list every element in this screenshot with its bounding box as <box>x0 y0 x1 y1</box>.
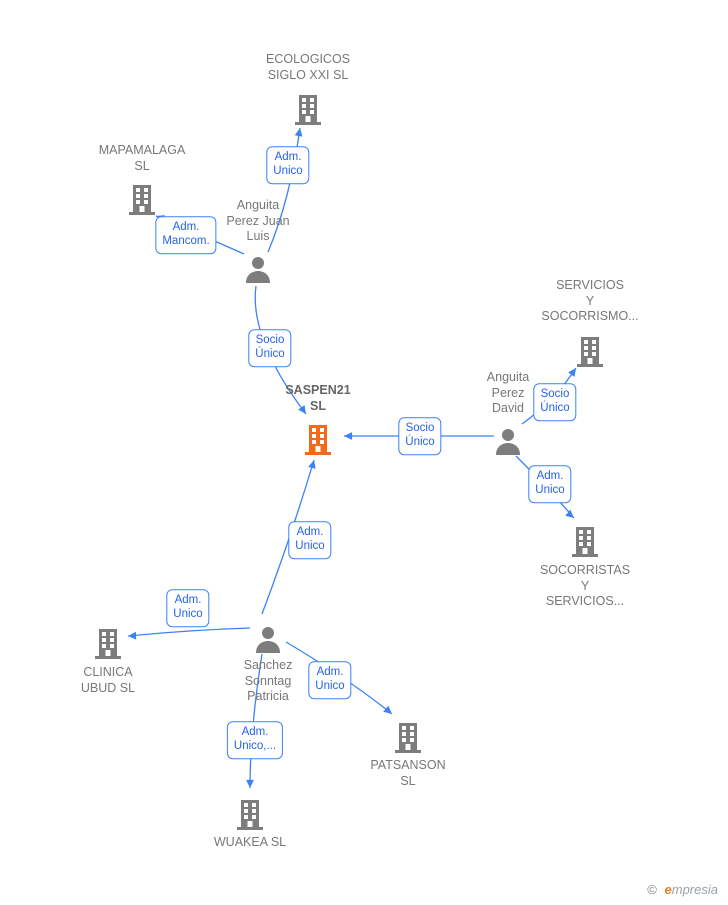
node-label-wuakea: WUAKEA SL <box>214 835 286 851</box>
node-saspen21-icon-wrap[interactable] <box>301 418 335 456</box>
watermark: © empresia <box>647 882 718 897</box>
node-label-servicios: SERVICIOS Y SOCORRISMO... <box>541 278 638 325</box>
edge-arrow-3 <box>344 432 352 440</box>
building-icon <box>291 92 325 126</box>
node-sanchez_p-icon-wrap[interactable] <box>253 620 283 654</box>
diagram-canvas: © empresia SASPEN21 SL ECOLOGICOS SIGLO … <box>0 0 728 905</box>
node-patsanson-icon-wrap[interactable] <box>391 716 425 754</box>
edge-label-sanchez_p-to-saspen21: Adm. Unico <box>288 521 331 559</box>
building-icon <box>125 182 159 216</box>
person-icon <box>243 254 273 284</box>
edge-arrow-9 <box>246 780 254 788</box>
building-icon <box>573 334 607 368</box>
node-anguita_d-label-wrap: Anguita Perez David <box>487 370 529 417</box>
node-label-anguita_jl: Anguita Perez Juan Luis <box>226 198 289 245</box>
node-mapamalaga-label-wrap: MAPAMALAGA SL <box>99 143 186 174</box>
edge-label-sanchez_p-to-wuakea: Adm. Unico,... <box>227 721 283 759</box>
node-servicios-icon-wrap[interactable] <box>573 330 607 368</box>
node-label-socorristas: SOCORRISTAS Y SERVICIOS... <box>540 563 630 610</box>
node-clinica-icon-wrap[interactable] <box>91 622 125 660</box>
edge-label-sanchez_p-to-clinica: Adm. Unico <box>166 589 209 627</box>
node-socorristas-label-wrap: SOCORRISTAS Y SERVICIOS... <box>540 563 630 610</box>
node-label-mapamalaga: MAPAMALAGA SL <box>99 143 186 174</box>
node-label-patsanson: PATSANSON SL <box>370 758 445 789</box>
node-anguita_d-icon-wrap[interactable] <box>493 422 523 456</box>
node-socorristas-icon-wrap[interactable] <box>568 520 602 558</box>
edge-label-anguita_d-to-servicios: Socio Único <box>533 383 576 421</box>
brand-rest: mpresia <box>672 882 718 897</box>
edge-arrow-5 <box>565 510 574 518</box>
node-wuakea-icon-wrap[interactable] <box>233 793 267 831</box>
building-icon <box>301 422 335 456</box>
node-label-anguita_d: Anguita Perez David <box>487 370 529 417</box>
edge-arrow-0 <box>295 128 303 137</box>
edges-layer <box>0 0 728 905</box>
edge-arrow-6 <box>308 460 316 469</box>
building-icon <box>568 524 602 558</box>
edge-label-anguita_jl-to-saspen21: Socio Único <box>248 329 291 367</box>
edge-label-sanchez_p-to-patsanson: Adm. Unico <box>308 661 351 699</box>
brand-first-letter: e <box>665 882 672 897</box>
building-icon <box>391 720 425 754</box>
edge-label-anguita_jl-to-mapamalaga: Adm. Mancom. <box>155 216 216 254</box>
node-mapamalaga-icon-wrap[interactable] <box>125 178 159 216</box>
building-icon <box>233 797 267 831</box>
node-anguita_jl-label-wrap: Anguita Perez Juan Luis <box>226 198 289 245</box>
building-icon <box>91 626 125 660</box>
node-label-saspen21: SASPEN21 SL <box>285 383 350 414</box>
person-icon <box>493 426 523 456</box>
edge-sanchez_p-to-clinica <box>128 628 250 636</box>
edge-label-anguita_d-to-socorristas: Adm. Unico <box>528 465 571 503</box>
node-patsanson-label-wrap: PATSANSON SL <box>370 758 445 789</box>
node-servicios-label-wrap: SERVICIOS Y SOCORRISMO... <box>541 278 638 325</box>
person-icon <box>253 624 283 654</box>
node-clinica-label-wrap: CLINICA UBUD SL <box>81 665 135 696</box>
node-sanchez_p-label-wrap: Sanchez Sonntag Patricia <box>244 658 293 705</box>
node-ecologicos-label-wrap: ECOLOGICOS SIGLO XXI SL <box>266 52 350 83</box>
edge-label-anguita_d-to-saspen21: Socio Único <box>398 417 441 455</box>
copyright-symbol: © <box>647 882 657 897</box>
node-ecologicos-icon-wrap[interactable] <box>291 88 325 126</box>
node-wuakea-label-wrap: WUAKEA SL <box>214 835 286 851</box>
edge-arrow-4 <box>568 368 576 377</box>
node-saspen21-label-wrap: SASPEN21 SL <box>285 383 350 414</box>
node-label-clinica: CLINICA UBUD SL <box>81 665 135 696</box>
edge-arrow-8 <box>383 706 392 714</box>
edge-arrow-7 <box>128 632 136 640</box>
node-anguita_jl-icon-wrap[interactable] <box>243 250 273 284</box>
node-label-ecologicos: ECOLOGICOS SIGLO XXI SL <box>266 52 350 83</box>
edge-label-anguita_jl-to-ecologicos: Adm. Unico <box>266 146 309 184</box>
node-label-sanchez_p: Sanchez Sonntag Patricia <box>244 658 293 705</box>
